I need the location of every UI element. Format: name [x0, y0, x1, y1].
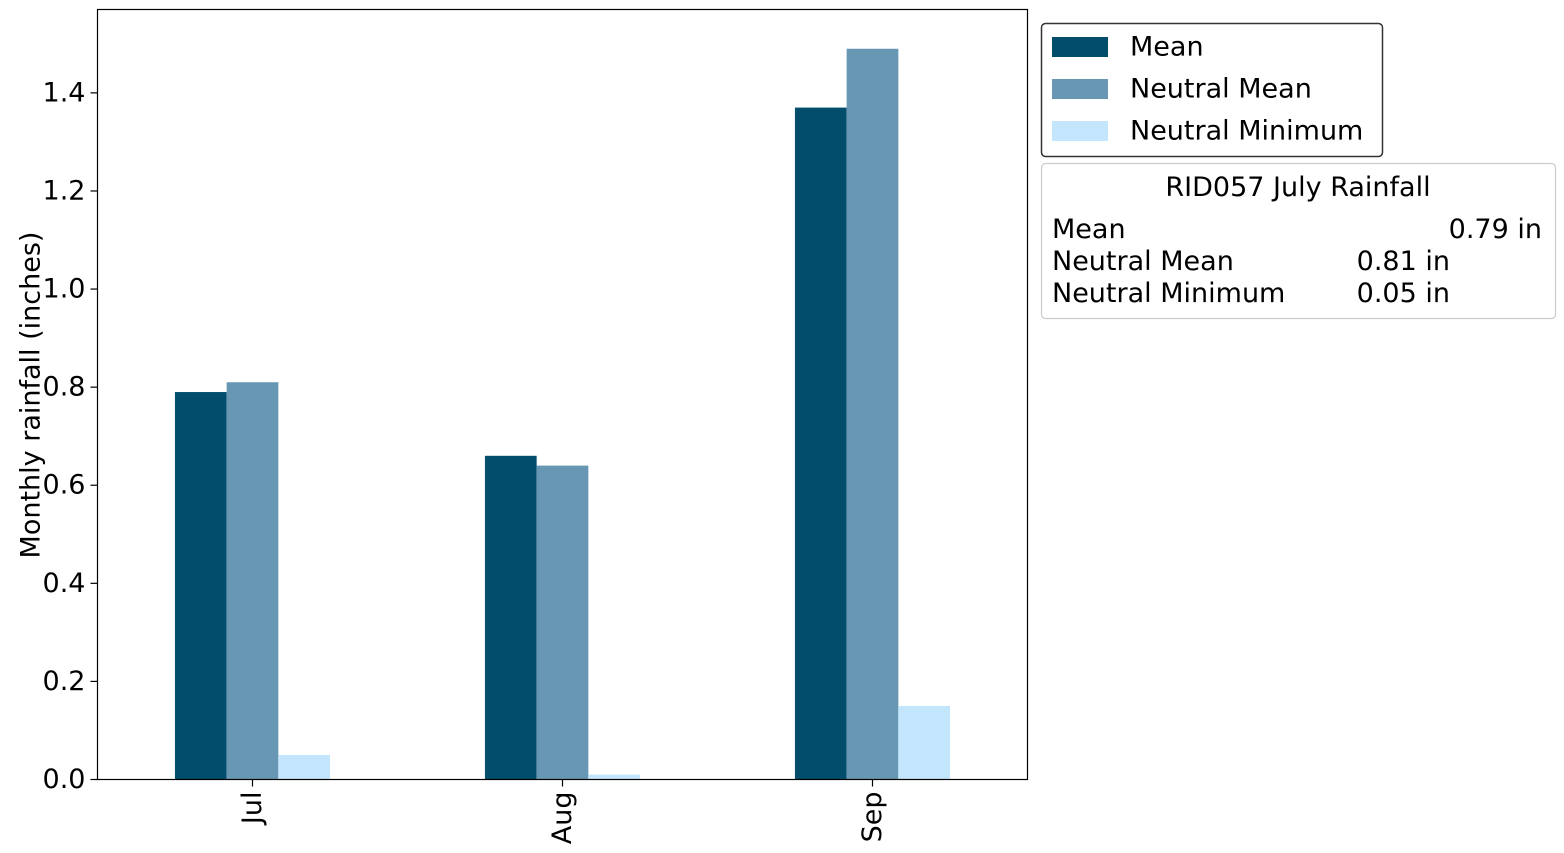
bar-neutral-mean-aug	[536, 465, 589, 780]
legend: Mean Neutral Mean Neutral Minimum	[1040, 22, 1384, 158]
y-axis: 0.0 0.2 0.4 0.6 0.8 1.0 1.2 1.4	[43, 77, 98, 795]
y-tick-label: 1.4	[43, 77, 86, 108]
bars-layer	[174, 48, 951, 780]
y-tick-label: 0.0	[43, 764, 86, 795]
bar-neutral-mean-jul	[226, 382, 279, 780]
y-tick-label: 0.8	[43, 372, 86, 403]
stats-box-title: RID057 July Rainfall	[1165, 172, 1430, 203]
stats-row-neutral-minimum-value: 0.05 in	[1357, 278, 1450, 309]
x-tick-label-aug: Aug	[547, 792, 578, 845]
y-tick-label: 0.2	[43, 666, 86, 697]
bar-neutral-minimum-aug	[588, 774, 641, 780]
bar-mean-sep	[794, 107, 847, 780]
stats-row-neutral-mean-value: 0.81 in	[1357, 246, 1450, 277]
y-tick-label: 0.4	[43, 568, 86, 599]
y-tick-label: 1.2	[43, 175, 86, 206]
bar-neutral-minimum-sep	[898, 705, 951, 780]
bar-mean-jul	[174, 392, 227, 780]
bar-neutral-minimum-jul	[278, 754, 331, 780]
legend-items: Mean Neutral Mean Neutral Minimum	[1052, 32, 1363, 147]
legend-frame	[1040, 22, 1384, 158]
stats-row-mean-value: 0.79 in	[1449, 214, 1542, 245]
bar-neutral-mean-sep	[846, 48, 899, 780]
bar-mean-aug	[484, 455, 537, 780]
stats-box-frame	[1040, 162, 1557, 320]
y-tick-label: 1.0	[43, 274, 86, 305]
stats-row-mean-label: Mean	[1052, 214, 1126, 245]
legend-swatch-neutral-mean	[1052, 79, 1108, 99]
legend-label-neutral-mean: Neutral Mean	[1130, 74, 1312, 105]
y-axis-label: Monthly rainfall (inches)	[16, 232, 47, 559]
legend-swatch-mean	[1052, 37, 1108, 57]
x-tick-label-sep: Sep	[857, 792, 888, 843]
stats-box: RID057 July Rainfall Mean 0.79 in Neutra…	[1040, 162, 1557, 320]
x-axis: Jul Aug Sep	[237, 779, 888, 845]
x-tick-label-jul: Jul	[237, 792, 268, 827]
legend-label-neutral-minimum: Neutral Minimum	[1130, 116, 1363, 147]
stats-row-neutral-minimum-label: Neutral Minimum	[1052, 278, 1285, 309]
stats-row-neutral-mean-label: Neutral Mean	[1052, 246, 1234, 277]
y-tick-label: 0.6	[43, 470, 86, 501]
legend-label-mean: Mean	[1130, 32, 1204, 63]
legend-swatch-neutral-minimum	[1052, 121, 1108, 141]
